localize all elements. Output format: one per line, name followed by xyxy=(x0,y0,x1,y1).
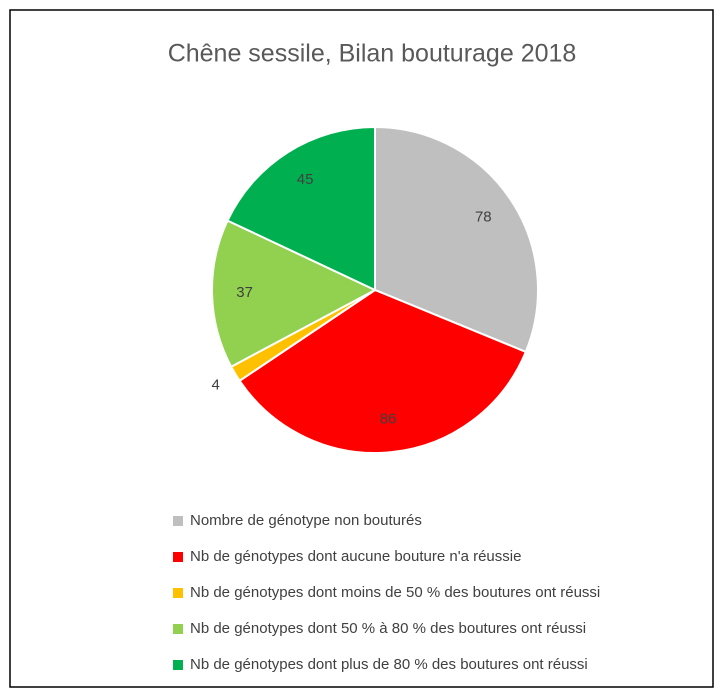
data-label: 4 xyxy=(211,377,219,394)
legend-label: Nombre de génotype non bouturés xyxy=(190,512,422,529)
legend-label: Nb de génotypes dont moins de 50 % des b… xyxy=(190,584,600,601)
legend-swatch xyxy=(173,624,183,634)
legend-swatch xyxy=(173,516,183,526)
chart-title: Chêne sessile, Bilan bouturage 2018 xyxy=(168,40,577,68)
legend-swatch xyxy=(173,588,183,598)
legend-label: Nb de génotypes dont aucune bouture n'a … xyxy=(190,548,521,565)
pie-slice xyxy=(226,125,376,292)
data-label: 37 xyxy=(236,284,253,301)
pie-slice xyxy=(374,125,539,354)
pie-slice xyxy=(211,219,378,369)
legend-swatch xyxy=(173,660,183,670)
legend-label: Nb de génotypes dont 50 % à 80 % des bou… xyxy=(190,620,586,637)
data-label: 45 xyxy=(297,171,314,188)
pie-slice xyxy=(238,288,528,454)
legend-swatch xyxy=(173,552,183,562)
legend-label: Nb de génotypes dont plus de 80 % des bo… xyxy=(190,656,588,673)
data-label: 86 xyxy=(380,411,397,428)
data-label: 78 xyxy=(475,208,492,225)
